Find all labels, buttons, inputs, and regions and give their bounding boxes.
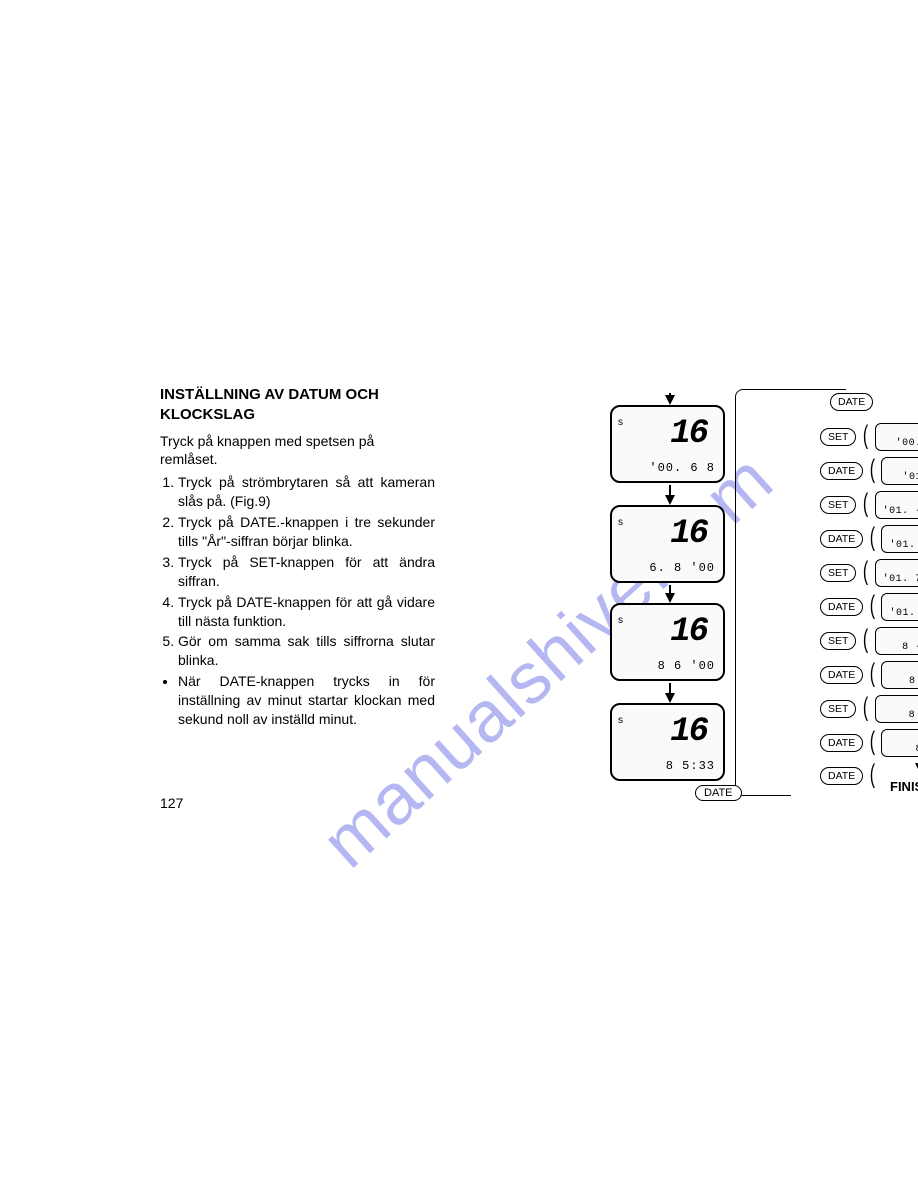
seq-row: DATE ( '01. 7 - 9 xyxy=(820,593,918,625)
mini-lcd-text: 8 -9:33 xyxy=(886,676,918,687)
date-badge: DATE xyxy=(830,393,873,411)
seq-row: DATE ( '01. -7- 8 xyxy=(820,525,918,557)
mini-lcd-text: '01. 7 - 9 xyxy=(886,608,918,619)
lcd-big-digits: 16 xyxy=(670,713,707,751)
date-badge: DATE xyxy=(820,666,863,684)
seq-top-badge-row: DATE xyxy=(830,393,873,425)
lcd-big-digits: 16 xyxy=(670,515,707,553)
arrow-paren-icon: ( xyxy=(863,423,868,452)
seq-row: DATE ( '01. 6 8 xyxy=(820,457,918,489)
mini-lcd-text: '00. 6 8 xyxy=(880,438,918,449)
mini-lcd-display: '00. 6 8 xyxy=(875,423,918,451)
lcd-display: s 16 6. 8 '00 xyxy=(610,505,725,583)
arrow-paren-icon: ( xyxy=(870,593,875,622)
mini-lcd-text: 8 9:59 xyxy=(886,744,918,755)
manual-page: manualshive.com INSTÄLLNING AV DATUM OCH… xyxy=(0,0,918,1188)
lcd-indicator-icon: s xyxy=(618,517,623,528)
lcd-big-digits: 16 xyxy=(670,613,707,651)
set-badge: SET xyxy=(820,700,856,718)
date-badge: DATE xyxy=(820,598,863,616)
arrow-paren-icon: ( xyxy=(870,457,875,486)
set-badge: SET xyxy=(820,564,856,582)
page-number: 127 xyxy=(160,795,183,811)
lcd-indicator-icon: s xyxy=(618,715,623,726)
arrow-paren-icon: ( xyxy=(863,627,868,656)
mini-lcd-display: '01. 7 - 9 xyxy=(881,593,918,621)
mini-lcd-text: '01. -7- 8 xyxy=(886,540,918,551)
lcd-display: s 16 '00. 6 8 xyxy=(610,405,725,483)
mini-lcd-text: '01. 6 8 xyxy=(886,472,918,483)
mini-lcd-display: 8 -5:33 xyxy=(875,627,918,655)
seq-finish-row: DATE ( xyxy=(820,767,877,799)
arrow-paren-icon: ( xyxy=(870,762,875,791)
intro-text: Tryck på knappen med spetsen på remlåset… xyxy=(160,432,435,470)
lcd-indicator-icon: s xyxy=(618,615,623,626)
mini-lcd-display: '01. 7 - 8 xyxy=(875,559,918,587)
set-badge: SET xyxy=(820,632,856,650)
mini-lcd-text: 8 9:33 xyxy=(880,710,918,721)
seq-row: SET ( '00. 6 8 xyxy=(820,423,918,455)
content-wrap: INSTÄLLNING AV DATUM OCH KLOCKSLAG Tryck… xyxy=(160,385,890,729)
lcd-small-digits: '00. 6 8 xyxy=(622,461,715,475)
step-item: Gör om samma sak tills siffrorna slutar … xyxy=(178,632,435,670)
set-badge: SET xyxy=(820,428,856,446)
date-badge: DATE xyxy=(820,462,863,480)
arrow-paren-icon: ( xyxy=(863,695,868,724)
flow-bracket xyxy=(735,389,791,796)
date-badge: DATE xyxy=(820,530,863,548)
lcd-display: s 16 8 6 '00 xyxy=(610,603,725,681)
mini-lcd-display: '01. -7- 8 xyxy=(881,525,918,553)
lcd-small-digits: 8 6 '00 xyxy=(622,659,715,673)
arrow-paren-icon: ( xyxy=(870,729,875,758)
date-badge: DATE xyxy=(820,734,863,752)
step-list: Tryck på strömbrytaren så att kameran sl… xyxy=(160,473,435,670)
mini-lcd-display: '01. -6- 8 xyxy=(875,491,918,519)
seq-row: SET ( '01. -6- 8 xyxy=(820,491,918,523)
mini-lcd-text: '01. 7 - 8 xyxy=(880,574,918,585)
arrow-paren-icon: ( xyxy=(870,525,875,554)
date-badge: DATE xyxy=(820,767,863,785)
arrow-paren-icon: ( xyxy=(863,559,868,588)
seq-row: DATE ( 8 9:59 xyxy=(820,729,918,761)
flow-arrow-head xyxy=(665,593,675,603)
mini-lcd-display: 8 9:59 xyxy=(881,729,918,757)
step-item: Tryck på DATE-knappen för att gå vidare … xyxy=(178,593,435,631)
step-item: Tryck på strömbrytaren så att kameran sl… xyxy=(178,473,435,511)
seq-row: SET ( 8 9:33 xyxy=(820,695,918,727)
mini-lcd-display: '01. 6 8 xyxy=(881,457,918,485)
lcd-indicator-icon: s xyxy=(618,417,623,428)
date-badge: DATE xyxy=(695,785,742,801)
text-column: INSTÄLLNING AV DATUM OCH KLOCKSLAG Tryck… xyxy=(160,385,435,729)
lcd-small-digits: 6. 8 '00 xyxy=(622,561,715,575)
finish-label: FINISH xyxy=(890,779,918,794)
step-item: Tryck på SET-knappen för att ändra siffr… xyxy=(178,553,435,591)
flow-arrow-head xyxy=(665,693,675,703)
seq-row: DATE ( 8 -9:33 xyxy=(820,661,918,693)
set-badge: SET xyxy=(820,496,856,514)
arrow-paren-icon: ( xyxy=(863,491,868,520)
lcd-big-digits: 16 xyxy=(670,415,707,453)
note-list: När DATE-knappen trycks in för inställni… xyxy=(160,672,435,729)
flow-arrow-head xyxy=(665,395,675,405)
step-item: Tryck på DATE.-knappen i tre sekunder ti… xyxy=(178,513,435,551)
lcd-display: s 16 8 5:33 xyxy=(610,703,725,781)
seq-row: SET ( 8 -5:33 xyxy=(820,627,918,659)
seq-row: SET ( '01. 7 - 8 xyxy=(820,559,918,591)
mini-lcd-text: 8 -5:33 xyxy=(880,642,918,653)
mini-lcd-display: 8 9:33 xyxy=(875,695,918,723)
lcd-small-digits: 8 5:33 xyxy=(622,759,715,773)
note-item: När DATE-knappen trycks in för inställni… xyxy=(178,672,435,729)
mini-lcd-text: '01. -6- 8 xyxy=(880,506,918,517)
section-heading: INSTÄLLNING AV DATUM OCH KLOCKSLAG xyxy=(160,385,435,426)
flow-arrow-head xyxy=(665,495,675,505)
mini-lcd-display: 8 -9:33 xyxy=(881,661,918,689)
arrow-paren-icon: ( xyxy=(870,661,875,690)
